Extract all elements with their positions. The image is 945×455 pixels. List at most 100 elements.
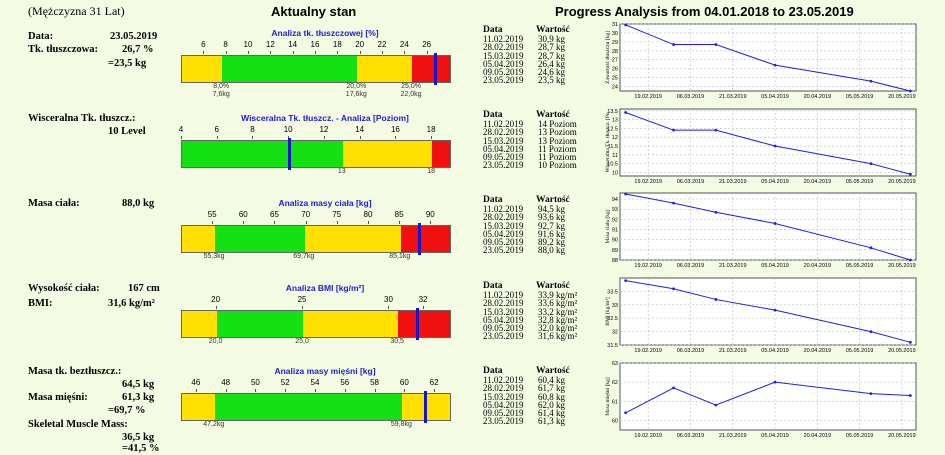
chart-data-point xyxy=(672,128,675,132)
lean-mass-label: Masa tk. beztłuszcz.: xyxy=(28,366,122,377)
bar-tick-label: 4 xyxy=(178,125,184,134)
history-row: 15.03.2019 28,7 kg xyxy=(483,51,570,60)
bar-tick-label: 18 xyxy=(426,125,436,134)
history-date: 15.03.2019 xyxy=(483,391,524,402)
bar-segment-yellow xyxy=(182,394,215,420)
history-row: 09.05.2019 11 Poziom xyxy=(483,152,577,163)
history-row: 05.04.2019 26,4 kg xyxy=(483,59,570,68)
bar-segment-green xyxy=(222,56,358,82)
bar-tick-label: 10 xyxy=(283,125,293,134)
bar-tick-mark xyxy=(285,389,287,392)
chart-data-point xyxy=(773,380,777,384)
bar-segment-red xyxy=(400,226,450,252)
history-date: 28.02.2019 xyxy=(483,383,524,394)
chart-data-point xyxy=(908,172,912,176)
history-value: 11 Poziom xyxy=(538,152,577,163)
history-row: 28.02.2019 33,6 kg/m² xyxy=(483,299,577,308)
bar-segment-green xyxy=(216,311,304,337)
chart-x-tick-label: 20.04.2019 xyxy=(804,263,832,269)
chart-data-point xyxy=(624,279,628,283)
chart-data-point xyxy=(624,411,628,415)
bar-tick-mark xyxy=(203,51,205,54)
history-header: Data Wartość xyxy=(483,366,570,376)
subject-label: (Mężczyzna 31 Lat) xyxy=(28,4,125,18)
chart-y-tick-label: 89 xyxy=(612,248,618,254)
chart-x-tick-label: 05.04.2019 xyxy=(761,94,789,100)
mass-value: 88,0 kg xyxy=(122,198,155,209)
bar-tick-mark xyxy=(292,51,294,54)
history-date: 11.02.2019 xyxy=(483,119,524,129)
bar-tick-label: 48 xyxy=(221,378,231,387)
bar-tick-mark xyxy=(344,389,346,392)
history-row: 15.03.2019 60,8 kg xyxy=(483,391,570,402)
skeletal-pct-value: =41,5 % xyxy=(122,443,160,454)
chart-x-tick-label: 19.02.2019 xyxy=(634,179,662,185)
chart-data-point xyxy=(714,210,718,214)
bar-tick-mark xyxy=(288,136,290,139)
chart-x-tick-label: 06.03.2019 xyxy=(677,179,705,185)
bar-tick-mark xyxy=(212,221,214,224)
bar-tick-mark xyxy=(195,389,197,392)
history-row: 09.05.2019 89,2 kg xyxy=(483,237,570,248)
bar-tick-label: 6 xyxy=(201,40,206,49)
chart-y-tick-label: 10 xyxy=(612,170,618,176)
chart-y-tick-label: 91 xyxy=(612,228,618,234)
bar-tick-label: 90 xyxy=(425,210,435,219)
history-date: 28.02.2019 xyxy=(483,127,524,138)
chart-x-tick-label: 20.05.2019 xyxy=(888,263,916,269)
chart-data-point xyxy=(869,79,873,83)
chart-y-tick-label: 11 xyxy=(612,153,618,159)
chart-x-tick-label: 06.03.2019 xyxy=(677,433,705,439)
bar-tick-label: 58 xyxy=(370,378,379,387)
chart-x-tick-label: 21.03.2019 xyxy=(719,348,747,354)
chart-plot-area xyxy=(619,23,917,92)
chart-x-tick-label: 06.03.2019 xyxy=(677,94,705,100)
chart-data-point xyxy=(773,144,777,148)
chart-data-point xyxy=(908,340,912,344)
bar-threshold-sublabel: 17,6kg xyxy=(345,91,367,98)
chart-x-tick-label: 05.04.2019 xyxy=(761,348,789,354)
chart-data-point xyxy=(869,246,873,250)
bar-tick-mark xyxy=(181,136,182,139)
history-value: 91,6 kg xyxy=(538,228,565,239)
chart-y-tick-label: 12 xyxy=(612,135,618,141)
chart-data-point xyxy=(672,386,675,390)
history-row: 11.02.2019 60,4 kg xyxy=(483,375,570,384)
chart-x-tick-label: 05.04.2019 xyxy=(761,433,789,439)
progress-chart: 10 10.5 11 11.5 12 12.5 13 13.5 19.02.2019 06.03.… xyxy=(605,108,917,185)
bar-segment-green xyxy=(214,394,403,420)
progress-chart: 31.5 32 32.5 33 33.5 19.02.2019 06.03.2019 21.0… xyxy=(605,277,917,354)
chart-data-point xyxy=(773,222,777,225)
chart-x-tick-label: 20.04.2019 xyxy=(804,94,832,100)
chart-data-point xyxy=(624,111,628,114)
history-date: 09.05.2019 xyxy=(483,67,524,78)
chart-y-tick-label: 33 xyxy=(612,303,618,309)
height-value: 167 cm xyxy=(128,283,160,294)
visceral-label: Wisceralna Tk. tłuszcz.: xyxy=(28,113,136,124)
chart-data-point xyxy=(672,43,675,46)
fat-value: 26,7 % xyxy=(122,44,154,55)
bar-tick-mark xyxy=(388,306,390,309)
bar-tick-label: 20 xyxy=(355,40,365,49)
history-value: 24,6 kg xyxy=(538,67,565,78)
history-row: 11.02.2019 33,9 kg/m² xyxy=(483,290,577,299)
bar-segment-red xyxy=(432,141,450,167)
history-block: Data Wartość 11.02.2019 14 Poziom 28.02.2019… xyxy=(483,110,577,170)
history-date: 15.03.2019 xyxy=(483,135,524,146)
chart-x-tick-label: 19.02.2019 xyxy=(634,433,662,439)
bar-marker xyxy=(423,391,427,423)
bar-threshold-label: 30,5 xyxy=(390,338,404,345)
visceral-value: 10 Level xyxy=(108,126,146,137)
history-date: 09.05.2019 xyxy=(483,408,524,419)
chart-data-point xyxy=(908,258,912,262)
history-date-header: Data xyxy=(483,110,503,120)
history-date-header: Data xyxy=(483,281,503,291)
bar-tick-label: 12 xyxy=(319,125,329,134)
history-row: 05.04.2019 91,6 kg xyxy=(483,228,570,239)
progress-chart: 60 61 62 63 19.02.2019 06.03.2019 21.03.2019 05… xyxy=(605,361,917,439)
bar-title: Analiza tk. tłuszczowej [%] xyxy=(271,28,379,38)
bar-tick-label: 80 xyxy=(363,210,373,219)
fat-label: Tk. tłuszczowa: xyxy=(28,44,98,55)
history-date: 09.05.2019 xyxy=(483,237,524,248)
muscle-label: Masa mięśni: xyxy=(28,392,88,403)
